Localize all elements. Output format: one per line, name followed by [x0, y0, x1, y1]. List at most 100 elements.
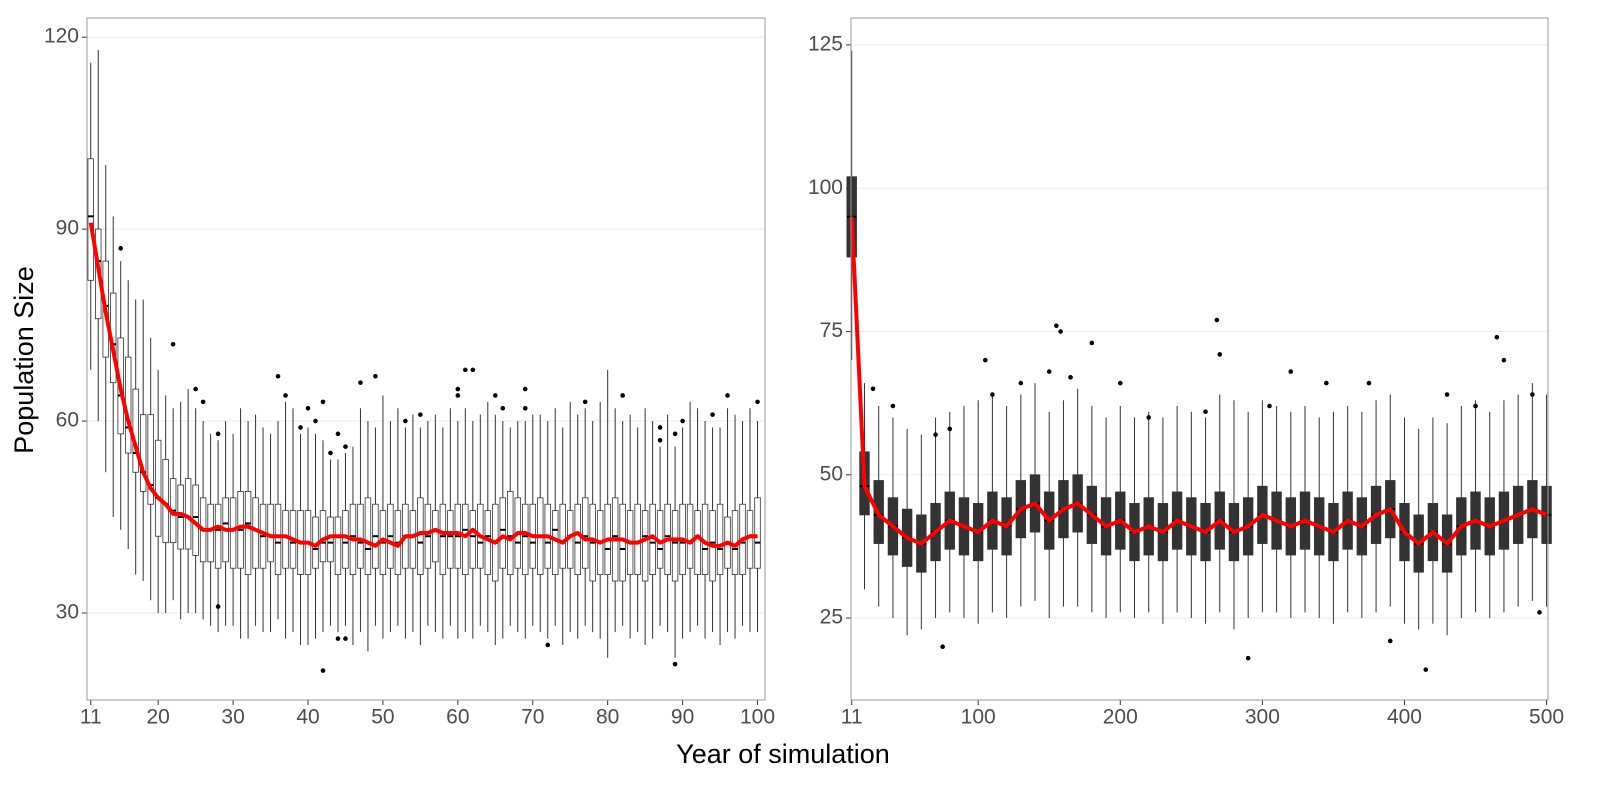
- outlier: [672, 431, 678, 437]
- outlier: [200, 399, 206, 405]
- box: [364, 497, 372, 576]
- outlier: [755, 399, 760, 405]
- box: [409, 510, 417, 569]
- outlier: [1245, 655, 1251, 661]
- outlier: [1146, 415, 1151, 420]
- box: [746, 510, 754, 569]
- box: [432, 510, 439, 563]
- outlier: [298, 425, 303, 430]
- outlier: [725, 393, 730, 398]
- boxes: [87, 49, 761, 658]
- outlier: [890, 403, 896, 409]
- box: [559, 503, 566, 569]
- x-tick-label: 11: [841, 706, 863, 729]
- box: [619, 503, 626, 582]
- box: [282, 510, 289, 569]
- panel-border: [850, 17, 1549, 701]
- outlier: [118, 246, 124, 251]
- outlier: [522, 386, 528, 392]
- outlier: [582, 399, 588, 405]
- x-tick-label: 20: [146, 706, 169, 729]
- outlier: [470, 367, 476, 373]
- y-tick-label: 90: [56, 217, 79, 240]
- x-tick-label: 40: [296, 706, 319, 729]
- box: [462, 503, 469, 576]
- x-tick-label: 70: [521, 706, 544, 729]
- x-tick-label: 30: [221, 706, 244, 729]
- outlier: [620, 393, 625, 398]
- box: [671, 510, 679, 582]
- box: [229, 497, 237, 569]
- box: [147, 414, 154, 505]
- outlier: [275, 373, 281, 379]
- outlier: [982, 357, 988, 363]
- x-tick-label: 100: [740, 706, 775, 729]
- box: [342, 510, 349, 569]
- box: [357, 503, 364, 569]
- outlier: [1473, 403, 1478, 409]
- outlier: [1537, 610, 1542, 615]
- x-tick-label: 400: [1387, 706, 1422, 729]
- outlier: [320, 668, 326, 673]
- outlier: [215, 604, 221, 609]
- outlier: [710, 412, 715, 417]
- box: [154, 439, 162, 537]
- box: [139, 414, 147, 492]
- panel-border: [86, 17, 766, 701]
- outlier: [313, 418, 318, 424]
- outlier: [500, 405, 506, 411]
- outlier: [215, 431, 221, 437]
- outlier: [1117, 380, 1123, 386]
- outlier: [343, 636, 348, 641]
- box: [214, 503, 222, 569]
- outlier: [373, 373, 378, 379]
- outlier: [1387, 638, 1393, 644]
- x-tick-label: 80: [596, 706, 619, 729]
- box: [522, 503, 529, 576]
- outlier: [455, 386, 461, 392]
- box: [574, 503, 581, 576]
- outlier: [1423, 667, 1429, 672]
- x-tick-label: 300: [1245, 706, 1280, 729]
- outlier: [455, 393, 461, 398]
- outlier: [492, 393, 498, 398]
- outlier: [283, 393, 288, 398]
- y-tick-label: 120: [44, 25, 79, 48]
- outlier: [320, 399, 326, 405]
- outlier: [870, 386, 876, 392]
- box: [694, 510, 701, 576]
- mean-line: [88, 222, 758, 548]
- box: [686, 503, 694, 569]
- x-tick-label: 50: [371, 706, 394, 729]
- box: [634, 503, 641, 576]
- outlier: [947, 426, 953, 432]
- box: [754, 497, 761, 569]
- outlier: [1058, 329, 1063, 334]
- y-tick-label: 100: [808, 176, 843, 199]
- outlier: [940, 644, 945, 650]
- box: [327, 516, 334, 563]
- outlier: [1530, 392, 1535, 397]
- outlier: [1501, 357, 1507, 363]
- box: [319, 510, 327, 563]
- boxes: [846, 50, 1552, 636]
- outlier: [343, 444, 348, 449]
- box: [87, 158, 94, 281]
- box: [244, 491, 252, 576]
- box: [716, 503, 724, 576]
- box: [469, 510, 477, 569]
- outlier: [1203, 409, 1208, 415]
- outlier: [1444, 392, 1450, 397]
- outlier: [1267, 403, 1272, 409]
- outlier: [545, 642, 551, 648]
- outlier: [335, 431, 341, 437]
- outlier: [418, 412, 423, 417]
- outlier: [657, 425, 663, 430]
- box: [184, 478, 192, 550]
- outlier: [657, 437, 663, 443]
- outlier: [1494, 334, 1500, 340]
- outlier: [1217, 352, 1223, 357]
- mean-line: [849, 216, 1548, 546]
- box: [252, 497, 259, 569]
